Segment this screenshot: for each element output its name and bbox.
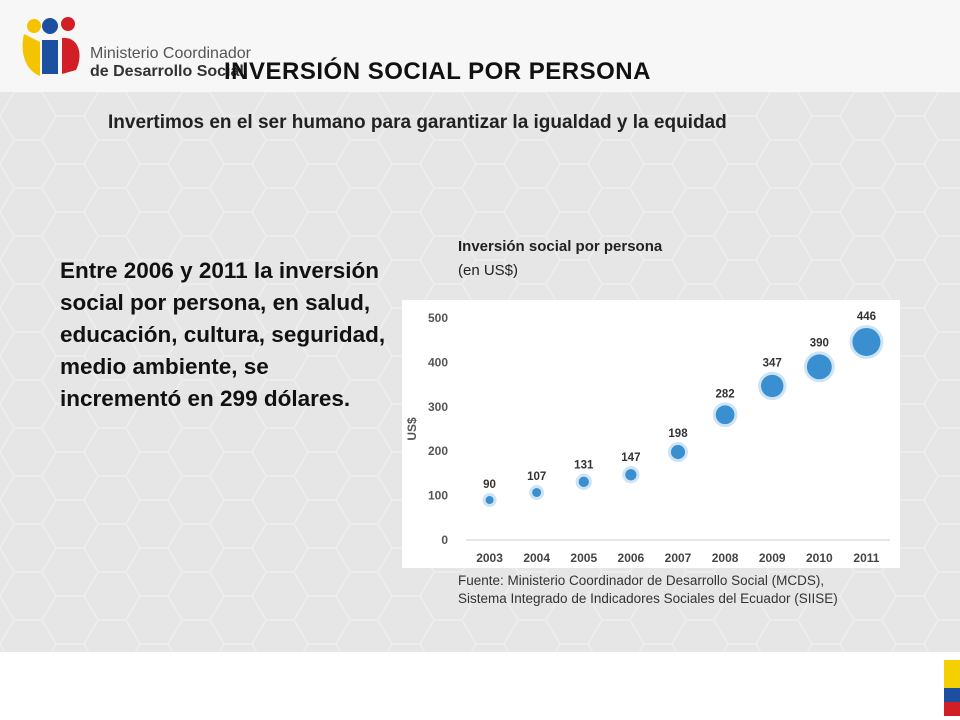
data-point [532,488,542,497]
data-point [485,496,494,505]
x-tick-label: 2005 [570,551,597,565]
bubble-chart: 0 100 200 300 400 500 US$ 2003 2004 2005 2006 2007 2… [405,311,890,565]
x-tick-label: 2009 [759,551,786,565]
data-label: 90 [483,479,496,491]
y-tick-label: 500 [428,311,448,325]
data-label: 446 [857,311,876,323]
x-tick-label: 2004 [523,551,550,565]
ministry-logo [22,17,80,76]
y-tick-label: 0 [441,533,448,547]
source-line1: Fuente: Ministerio Coordinador de Desarr… [458,573,825,588]
flag-yellow-stripe [944,660,960,688]
data-label: 131 [574,460,594,472]
org-name-line1: Ministerio Coordinador [90,45,251,62]
data-label: 147 [621,452,640,464]
data-label: 390 [810,337,829,349]
organization-name: Ministerio Coordinador de Desarrollo Soc… [90,45,251,81]
data-label: 198 [668,428,688,440]
data-point [852,327,881,356]
page-subtitle: Invertimos en el ser humano para garanti… [108,112,727,133]
y-tick-label: 100 [428,489,448,503]
flag-red-stripe [944,702,960,716]
flag-blue-stripe [944,688,960,702]
data-label: 107 [527,471,546,483]
data-label: 282 [716,388,735,400]
page-title: INVERSIÓN SOCIAL POR PERSONA [224,58,651,85]
y-tick-label: 300 [428,400,448,414]
data-label: 347 [763,358,782,370]
x-tick-label: 2006 [618,551,645,565]
footer-band [0,652,960,720]
x-tick-label: 2008 [712,551,739,565]
chart-panel: 0 100 200 300 400 500 US$ 2003 2004 2005 2006 2007 2… [402,300,900,568]
x-tick-label: 2011 [853,551,879,565]
header-band [0,0,960,92]
data-point [715,405,735,425]
data-point [625,469,637,481]
chart-title: Inversión social por persona [458,238,663,255]
summary-text: Entre 2006 y 2011 la inversión social po… [60,258,386,411]
ecuador-flag-stripe [944,660,960,716]
x-tick-label: 2003 [476,551,503,565]
org-name-line2: de Desarrollo Social [90,63,244,80]
y-tick-label: 200 [428,444,448,458]
y-tick-label: 400 [428,355,448,369]
data-point [670,445,686,460]
x-tick-label: 2010 [806,551,833,565]
data-point [806,354,832,380]
source-note: Fuente: Ministerio Coordinador de Desarr… [458,572,838,608]
data-point [578,476,589,487]
source-line2: Sistema Integrado de Indicadores Sociale… [458,591,838,606]
y-axis-label: US$ [405,417,419,441]
chart-unit: (en US$) [458,262,519,279]
data-point [761,374,784,398]
x-tick-label: 2007 [665,551,692,565]
